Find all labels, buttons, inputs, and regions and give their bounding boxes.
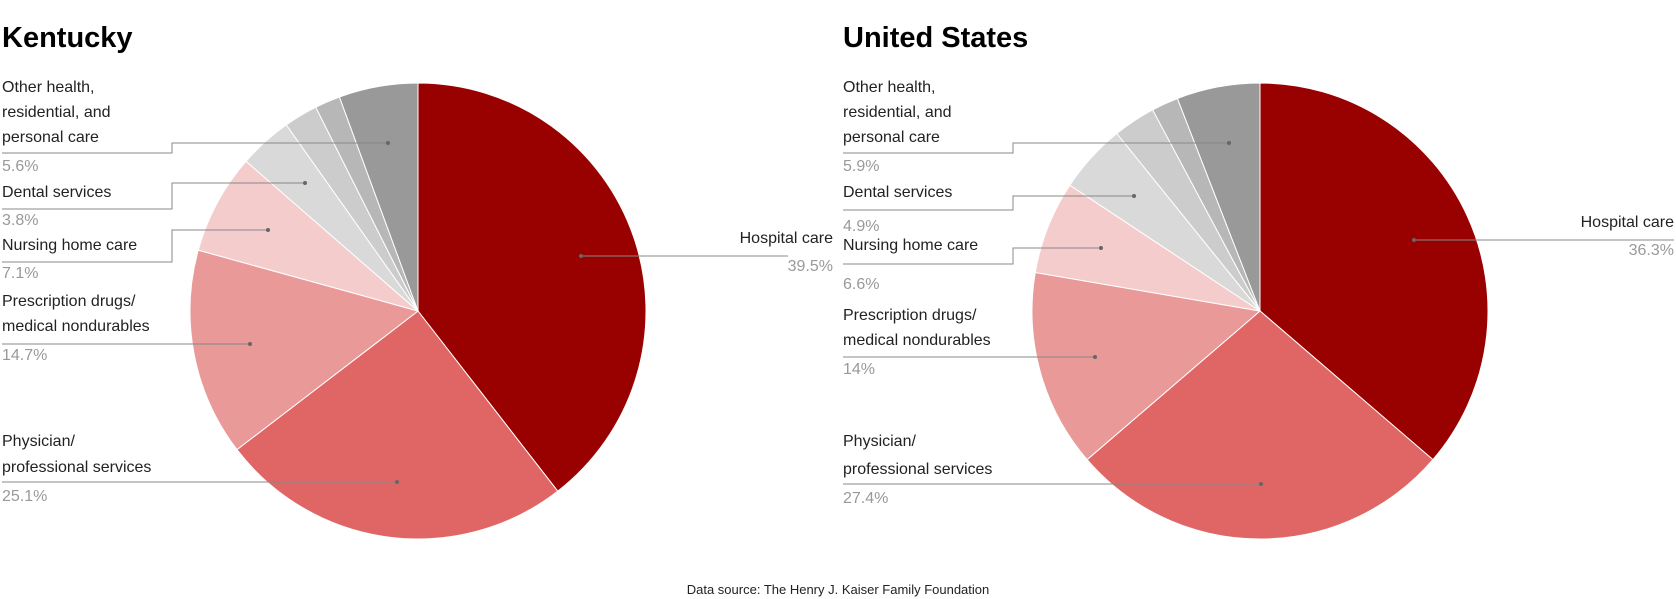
connector-dot	[1259, 482, 1263, 486]
connector-dot	[266, 228, 270, 232]
slice-label: Other health, residential, and personal ca…	[2, 79, 111, 146]
slice-percent-label: 14%	[843, 361, 875, 378]
data-source-note: Data source: The Henry J. Kaiser Family …	[686, 582, 990, 597]
connector-dot	[303, 181, 307, 185]
connector-dot	[1132, 194, 1136, 198]
slice-label: Prescription drugs/medical nondurables	[843, 307, 991, 349]
label-connector	[843, 142, 1229, 154]
kentucky-annotations: Hospital care 39.5% Physician/professional…	[2, 79, 833, 505]
slice-label: Hospital care	[1581, 214, 1674, 231]
label-connector	[2, 142, 388, 154]
pie-slice	[1176, 82, 1261, 312]
us-annotations: Hospital care 36.3% Physician/professional…	[843, 79, 1674, 507]
slice-label: Dental services	[843, 184, 952, 201]
pie-slice	[1259, 82, 1489, 461]
label-connector	[843, 247, 1101, 265]
connector-dot	[1227, 141, 1231, 145]
pie-slice	[1031, 271, 1262, 461]
slice-percent-label: 6.6%	[843, 276, 879, 293]
slice-percent-label: 5.9%	[843, 158, 879, 175]
us-pie	[1031, 82, 1489, 540]
slice-percent-label: 3.8%	[2, 212, 38, 229]
slice-label: Prescription drugs/medical nondurables	[2, 293, 150, 335]
slice-percent-label: 27.4%	[843, 490, 888, 507]
slice-label: Physician/professional services	[2, 433, 151, 476]
slice-label: Dental services	[2, 184, 111, 201]
pie-slice	[338, 82, 419, 312]
connector-dot	[1093, 355, 1097, 359]
slice-percent-label: 7.1%	[2, 265, 38, 282]
pie-slice	[417, 82, 647, 492]
label-connector	[2, 182, 305, 210]
slice-percent-label: 25.1%	[2, 488, 47, 505]
slice-label: Hospital care	[740, 230, 833, 247]
slice-label: Physician/professional services	[843, 433, 992, 478]
pie-slice	[189, 249, 420, 451]
label-connector	[2, 229, 268, 263]
slice-percent-label: 14.7%	[2, 347, 47, 364]
slice-percent-label: 39.5%	[788, 258, 833, 275]
slice-label: Nursing home care	[843, 237, 978, 254]
kentucky-pie	[189, 82, 647, 540]
kentucky-chart-title: Kentucky	[2, 22, 133, 54]
slice-percent-label: 4.9%	[843, 218, 879, 235]
pie-slice	[197, 160, 419, 312]
connector-dot	[395, 480, 399, 484]
slice-percent-label: 36.3%	[1629, 242, 1674, 259]
slice-label: Nursing home care	[2, 237, 137, 254]
slice-label: Other health, residential, and personal ca…	[843, 79, 952, 146]
us-chart-title: United States	[843, 22, 1029, 54]
label-connector	[843, 195, 1134, 211]
connector-dot	[579, 254, 583, 258]
connector-dot	[248, 342, 252, 346]
connector-dot	[386, 141, 390, 145]
connector-dot	[1099, 246, 1103, 250]
connector-dot	[1412, 238, 1416, 242]
slice-percent-label: 5.6%	[2, 158, 38, 175]
pie-slice	[1086, 310, 1434, 540]
